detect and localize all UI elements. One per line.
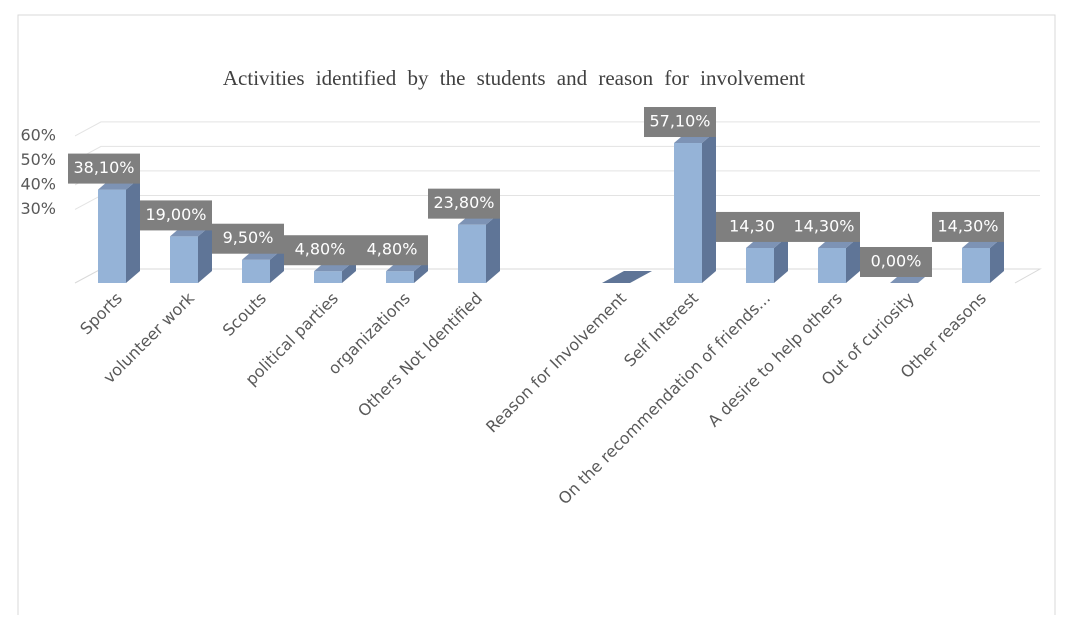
value-label-box [356,235,428,266]
value-label: 14,30 [729,216,775,235]
value-label: 4,80% [295,240,346,259]
bar-side [126,177,140,283]
bar-side [198,224,212,283]
bar-side [270,247,284,283]
bar [674,131,716,283]
bar-side [846,235,860,283]
value-label-box [68,153,140,184]
empty-slot [602,271,652,283]
bar-front [170,236,198,283]
value-label-box [140,200,212,231]
bar-front [98,189,126,283]
chart-title: Activities identified by the students an… [223,66,805,90]
bar-front [962,247,990,283]
bar-front [242,259,270,283]
y-tick-label: 50% [20,150,56,169]
bar-front [386,271,414,283]
value-label-box [788,211,860,242]
y-tick-label: 30% [20,199,56,218]
bar-front [458,224,486,283]
grid-line [74,121,1040,137]
value-label: 23,80% [433,193,494,212]
value-label-box [932,211,1004,242]
value-label: 14,30% [793,216,854,235]
value-label-box [860,247,932,277]
y-tick-label: 60% [20,125,56,144]
bar-front [314,271,342,283]
value-label: 57,10% [649,112,710,131]
bar [98,177,140,283]
bar [746,235,788,283]
bar-side [990,235,1004,283]
value-label: 4,80% [367,240,418,259]
bar [962,235,1004,283]
y-tick-label: 40% [20,174,56,193]
value-label: 38,10% [73,158,134,177]
bar-side [486,212,500,283]
value-label: 0,00% [871,252,922,271]
bar-front [746,247,774,283]
bar [170,224,212,283]
value-label: 9,50% [223,228,274,247]
value-label: 19,00% [145,205,206,224]
bar-side [774,235,788,283]
floor [74,268,1042,284]
value-label-box [644,107,716,138]
bar-front [674,143,702,283]
value-label-box [428,188,500,219]
value-label-box [212,223,284,254]
value-label-box [716,211,788,242]
chart-frame [17,14,1056,619]
value-label: 14,30% [937,216,998,235]
bar-side [702,131,716,283]
value-label-box [284,235,356,266]
bar-front [818,247,846,283]
bar [458,212,500,283]
bar [818,235,860,283]
